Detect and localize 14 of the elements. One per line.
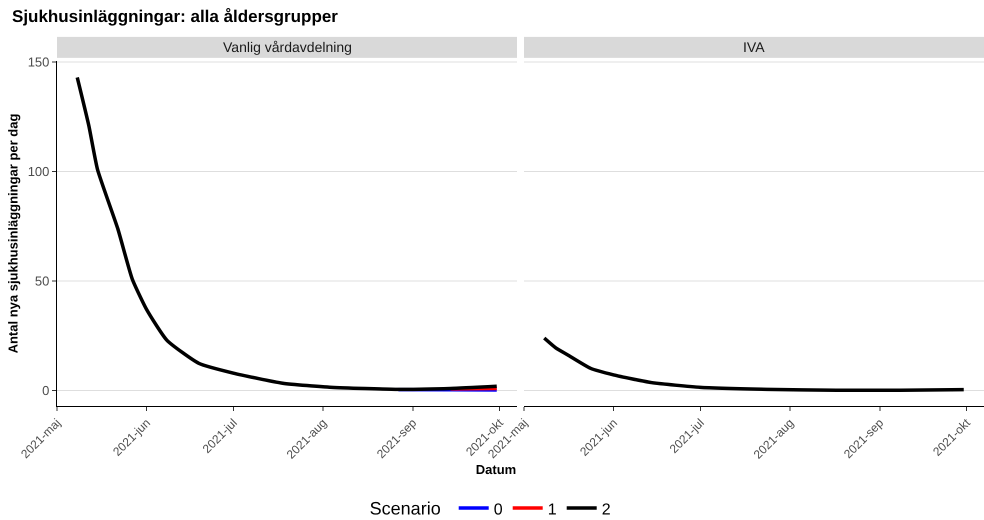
text: Vanlig vårdavdelning	[223, 39, 352, 55]
legend-title: Scenario	[370, 498, 446, 519]
line-series	[76, 76, 498, 392]
y-tick-label: 0	[42, 383, 50, 398]
y-tick-label: 150	[28, 54, 50, 70]
x-axis-title: Datum	[474, 462, 518, 477]
chart-title: Sjukhusinläggningar: alla åldersgrupper	[12, 7, 338, 27]
y-tick-label: 100	[28, 164, 50, 180]
legend-label: 2	[602, 501, 611, 518]
y-tick-label: 50	[34, 274, 50, 289]
text: IVA	[743, 39, 766, 55]
legend-label: 1	[548, 501, 557, 518]
y-axis-title: Antal nya sjukhusinläggningar per dag	[6, 114, 21, 354]
legend-label: 0	[494, 501, 503, 518]
